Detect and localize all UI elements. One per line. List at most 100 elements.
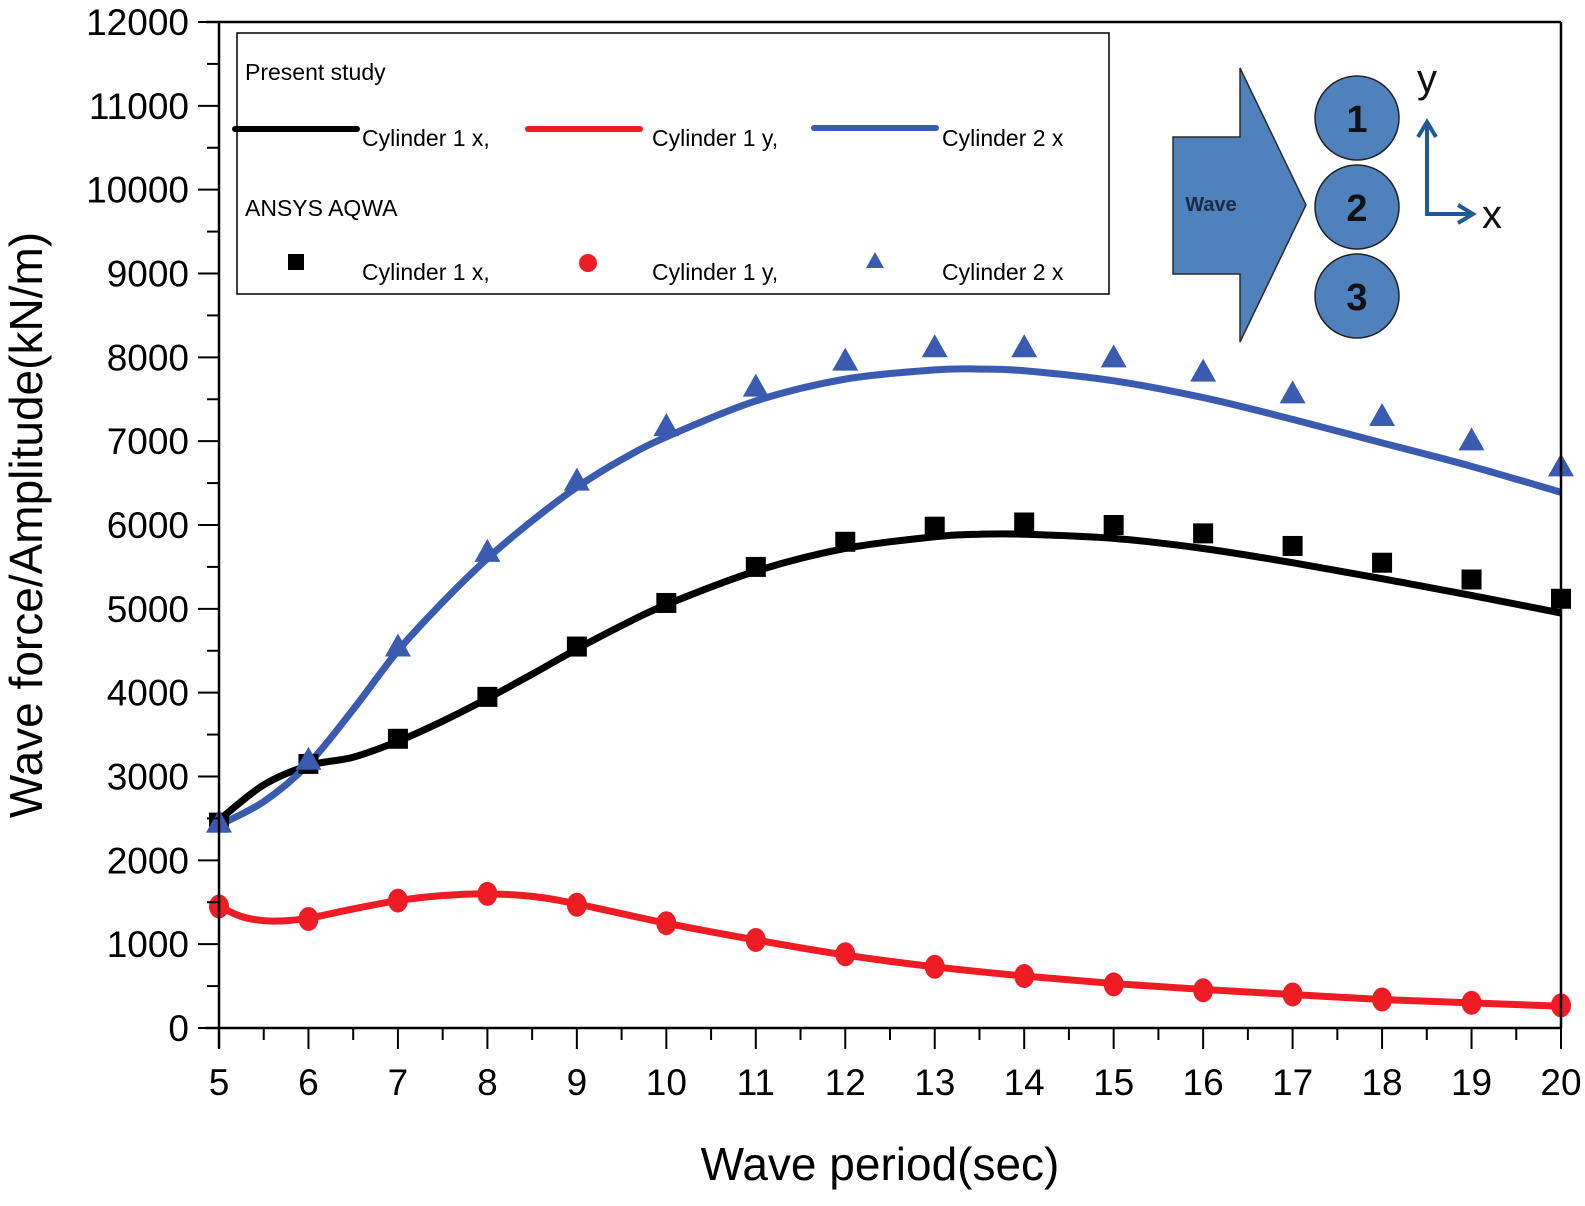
marker-ansys-aqwa-cylinder-1-x-15 — [1103, 515, 1124, 535]
marker-ansys-aqwa-cylinder-1-x-18 — [1372, 552, 1393, 573]
marker-ansys-aqwa-cylinder-1-x-12 — [835, 531, 856, 552]
legend-label-line-cyl1x: Cylinder 1 x, — [362, 125, 490, 151]
x-tick-label-9: 9 — [567, 1062, 588, 1103]
marker-ansys-aqwa-cylinder-1-y-13 — [924, 954, 945, 979]
cylinder-2-label: 2 — [1346, 188, 1367, 230]
marker-ansys-aqwa-cylinder-2-x-17 — [1279, 380, 1306, 404]
y-tick-label-7000: 7000 — [107, 421, 189, 462]
legend-group-ansys-aqwa: ANSYS AQWA — [245, 195, 398, 221]
y-tick-label-8000: 8000 — [107, 337, 189, 378]
coordinate-axes-icon — [1416, 118, 1477, 225]
marker-ansys-aqwa-cylinder-2-x-6 — [295, 746, 322, 770]
y-tick-label-9000: 9000 — [107, 254, 189, 295]
legend-marker-circle — [579, 254, 597, 272]
marker-ansys-aqwa-cylinder-2-x-10 — [653, 413, 680, 437]
x-tick-label-6: 6 — [298, 1062, 319, 1103]
x-tick-label-11: 11 — [737, 1062, 775, 1103]
y-tick-label-1000: 1000 — [107, 924, 189, 965]
marker-ansys-aqwa-cylinder-2-x-15 — [1100, 344, 1127, 368]
series-line-present-study-cylinder-1-x — [216, 530, 1562, 823]
marker-ansys-aqwa-cylinder-1-x-17 — [1282, 535, 1303, 556]
marker-ansys-aqwa-cylinder-1-y-16 — [1193, 978, 1214, 1003]
marker-ansys-aqwa-cylinder-1-x-16 — [1193, 523, 1214, 544]
marker-ansys-aqwa-cylinder-1-y-19 — [1461, 990, 1482, 1015]
x-tick-label-18: 18 — [1361, 1062, 1402, 1103]
y-tick-label-5000: 5000 — [107, 589, 189, 630]
marker-ansys-aqwa-cylinder-1-x-19 — [1461, 569, 1482, 590]
y-tick-label-12000: 12000 — [86, 2, 189, 43]
y-tick-label-4000: 4000 — [107, 673, 189, 714]
marker-ansys-aqwa-cylinder-2-x-11 — [742, 373, 769, 397]
marker-ansys-aqwa-cylinder-1-y-7 — [387, 888, 408, 913]
marker-ansys-aqwa-cylinder-1-y-12 — [835, 942, 856, 967]
x-tick-label-8: 8 — [477, 1062, 498, 1103]
marker-ansys-aqwa-cylinder-1-x-11 — [745, 556, 766, 577]
legend-label-marker-cyl1y: Cylinder 1 y, — [652, 259, 778, 285]
y-tick-label-11000: 11000 — [89, 86, 189, 127]
legend-label-line-cyl1y: Cylinder 1 y, — [652, 125, 778, 151]
y-tick-label-0: 0 — [168, 1008, 189, 1049]
series-line-present-study-cylinder-2-x — [217, 365, 1562, 829]
marker-ansys-aqwa-cylinder-1-x-10 — [656, 592, 677, 613]
curves-layer — [216, 365, 1562, 1010]
marker-ansys-aqwa-cylinder-2-x-19 — [1458, 427, 1485, 451]
y-tick-label-10000: 10000 — [86, 170, 189, 211]
marker-ansys-aqwa-cylinder-1-x-8 — [477, 686, 498, 707]
x-tick-label-19: 19 — [1451, 1062, 1492, 1103]
x-tick-label-16: 16 — [1183, 1062, 1224, 1103]
marker-ansys-aqwa-cylinder-2-x-7 — [384, 633, 411, 657]
marker-ansys-aqwa-cylinder-1-y-17 — [1282, 982, 1303, 1007]
marker-ansys-aqwa-cylinder-1-y-6 — [298, 907, 319, 932]
marker-ansys-aqwa-cylinder-2-x-13 — [921, 334, 948, 358]
marker-ansys-aqwa-cylinder-1-y-15 — [1103, 972, 1124, 997]
marker-ansys-aqwa-cylinder-1-y-14 — [1014, 964, 1035, 989]
legend-label-line-cyl2x: Cylinder 2 x — [942, 125, 1064, 151]
y-axis-title: Wave force/Amplitude(kN/m) — [0, 232, 52, 818]
marker-ansys-aqwa-cylinder-1-y-18 — [1372, 987, 1393, 1012]
legend-marker-square — [288, 254, 304, 270]
cylinder-3-label: 3 — [1346, 277, 1367, 319]
x-tick-label-17: 17 — [1272, 1062, 1313, 1103]
legend-label-marker-cyl1x: Cylinder 1 x, — [362, 259, 490, 285]
marker-ansys-aqwa-cylinder-1-y-11 — [745, 927, 766, 952]
marker-ansys-aqwa-cylinder-2-x-18 — [1369, 403, 1396, 427]
legend-box — [236, 32, 1110, 295]
marker-ansys-aqwa-cylinder-1-x-7 — [387, 728, 408, 749]
cylinder-1-circle — [1314, 75, 1400, 161]
x-tick-label-5: 5 — [209, 1062, 230, 1103]
marker-ansys-aqwa-cylinder-2-x-16 — [1190, 358, 1217, 382]
marker-ansys-aqwa-cylinder-2-x-8 — [474, 538, 501, 562]
x-tick-label-13: 13 — [914, 1062, 955, 1103]
markers-layer — [206, 334, 1574, 1018]
x-tick-label-10: 10 — [646, 1062, 687, 1103]
wave-arrow-label: Wave — [1185, 194, 1237, 216]
wave-arrow-icon — [1172, 67, 1307, 343]
series-line-present-study-cylinder-1-y — [217, 890, 1562, 1010]
legend-marker-triangle — [866, 252, 884, 268]
marker-ansys-aqwa-cylinder-1-y-9 — [566, 892, 587, 917]
legend: Present study Cylinder 1 x, Cylinder 1 y… — [232, 32, 1110, 295]
marker-ansys-aqwa-cylinder-1-x-14 — [1014, 512, 1035, 533]
marker-ansys-aqwa-cylinder-1-y-10 — [656, 911, 677, 936]
marker-ansys-aqwa-cylinder-2-x-12 — [832, 347, 859, 371]
marker-ansys-aqwa-cylinder-2-x-14 — [1011, 334, 1038, 358]
marker-ansys-aqwa-cylinder-1-x-13 — [924, 516, 945, 537]
y-tick-label-6000: 6000 — [107, 505, 189, 546]
x-axis-title: Wave period(sec) — [701, 1138, 1060, 1190]
marker-ansys-aqwa-cylinder-1-y-8 — [477, 881, 498, 906]
marker-ansys-aqwa-cylinder-2-x-9 — [563, 467, 590, 491]
cylinder-1-label: 1 — [1346, 99, 1367, 141]
x-tick-label-20: 20 — [1540, 1062, 1581, 1103]
marker-ansys-aqwa-cylinder-1-x-9 — [566, 636, 587, 657]
x-tick-label-7: 7 — [388, 1062, 409, 1103]
cylinder-2-circle — [1314, 164, 1400, 250]
x-tick-label-15: 15 — [1093, 1062, 1134, 1103]
y-tick-label-2000: 2000 — [107, 840, 189, 881]
inset-diagram: Wave 1 2 3 y x — [1172, 57, 1502, 343]
cylinder-3-circle — [1314, 253, 1400, 339]
legend-group-present-study: Present study — [245, 59, 386, 85]
x-tick-label-14: 14 — [1004, 1062, 1045, 1103]
legend-label-marker-cyl2x: Cylinder 2 x — [942, 259, 1064, 285]
y-axis-indicator-label: y — [1417, 57, 1437, 101]
